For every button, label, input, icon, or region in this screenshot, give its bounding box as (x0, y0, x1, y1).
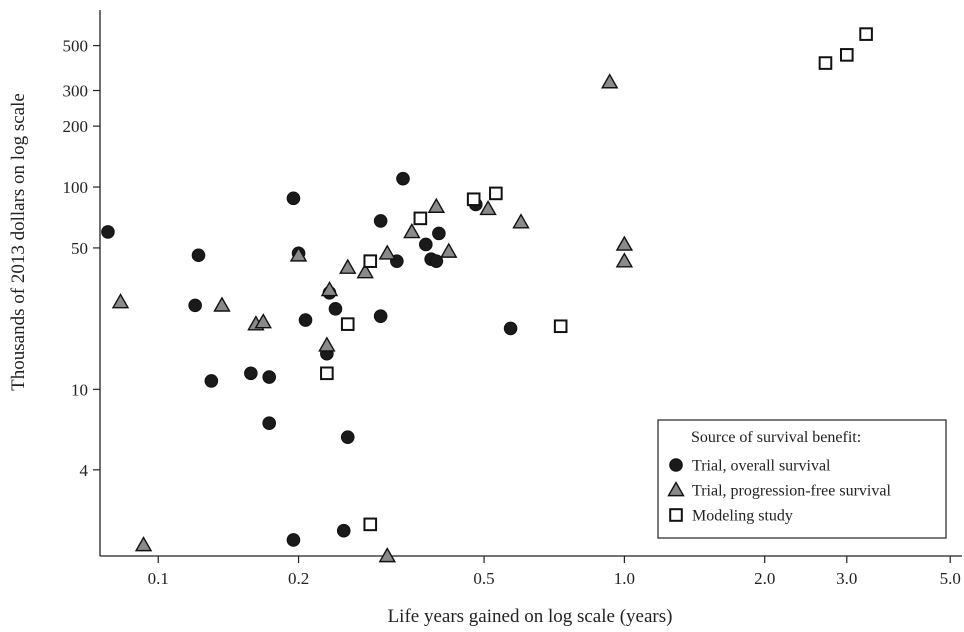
x-tick-label: 5.0 (940, 569, 961, 588)
axes (93, 10, 962, 563)
overall-survival-point (373, 214, 388, 228)
legend-label: Trial, overall survival (692, 458, 831, 475)
overall-survival-point (396, 171, 410, 186)
overall-survival-point (429, 254, 444, 268)
x-tick-label: 3.0 (836, 569, 857, 588)
modeling-study-point (839, 48, 854, 62)
overall-survival-point (336, 523, 351, 538)
data-points (101, 27, 873, 563)
modeling-study-point (553, 319, 568, 334)
modeling-study-point (320, 366, 334, 381)
pfs-point (512, 213, 530, 229)
y-tick-label: 500 (63, 37, 89, 56)
overall-survival-point (373, 309, 388, 323)
overall-survival-point (286, 533, 301, 547)
overall-survival-point (204, 374, 219, 388)
overall-survival-point (340, 430, 355, 444)
overall-survival-point (328, 302, 343, 316)
pfs-point (356, 263, 374, 279)
pfs-point (615, 252, 634, 268)
modeling-study-point (340, 317, 355, 331)
x-axis-title: Life years gained on log scale (years) (388, 606, 673, 627)
pfs-point (378, 244, 396, 260)
y-axis-title: Thousands of 2013 dollars on log scale (8, 93, 29, 391)
x-tick-label: 0.1 (148, 569, 169, 588)
overall-survival-point (419, 237, 433, 252)
legend-label: Trial, progression-free survival (692, 483, 891, 500)
x-tick-label: 0.5 (473, 569, 494, 588)
legend-items: Trial, overall survival Trial, progressio… (667, 458, 891, 525)
overall-survival-point (503, 321, 518, 336)
pfs-point (479, 199, 497, 216)
tick-labels: 0.1 0.2 0.5 1.0 2.0 3.0 5.0 4 10 50 100 200 300 500 (63, 37, 961, 588)
pfs-point (134, 536, 153, 552)
pfs-point (427, 197, 446, 213)
pfs-point (320, 281, 339, 297)
legend-circle-icon (669, 458, 683, 472)
y-tick-label: 200 (63, 117, 89, 136)
modeling-study-point (859, 27, 873, 41)
y-tick-label: 4 (80, 461, 89, 480)
x-tick-label: 2.0 (754, 569, 775, 588)
pfs-point (403, 222, 421, 239)
pfs-point (600, 73, 619, 89)
y-tick-label: 10 (71, 380, 88, 399)
x-tick-label: 1.0 (614, 569, 635, 588)
overall-survival-point (298, 313, 313, 327)
pfs-point (318, 336, 336, 352)
overall-survival-point (262, 416, 277, 431)
modeling-study-point (818, 56, 833, 70)
modeling-study-point (466, 192, 481, 207)
pfs-point (440, 242, 458, 258)
legend-box (657, 419, 947, 539)
y-tick-label: 50 (71, 239, 88, 258)
overall-survival-point (188, 298, 202, 313)
overall-survival-point (244, 366, 258, 381)
y-tick-label: 100 (63, 178, 89, 197)
pfs-point (111, 293, 130, 309)
overall-survival-point (101, 225, 115, 239)
overall-survival-point (262, 370, 277, 384)
pfs-point (289, 246, 308, 262)
legend-title: Source of survival benefit: (691, 429, 861, 446)
modeling-study-point (489, 186, 503, 201)
pfs-point (378, 547, 396, 563)
pfs-point (254, 313, 272, 329)
modeling-study-point (413, 211, 428, 226)
y-tick-label: 300 (63, 82, 89, 101)
x-tick-label: 0.2 (288, 569, 309, 588)
pfs-point (213, 296, 231, 312)
modeling-study-point (363, 254, 378, 268)
legend-triangle-icon (667, 481, 685, 497)
overall-survival-point (432, 226, 446, 241)
overall-survival-point (286, 191, 301, 206)
legend-label: Modeling study (692, 508, 793, 525)
legend-square-icon (669, 508, 683, 522)
legend: Source of survival benefit: Trial, overa… (657, 419, 947, 539)
overall-survival-point (191, 248, 206, 263)
modeling-study-point (363, 517, 378, 532)
pfs-point (339, 258, 357, 274)
pfs-point (615, 235, 634, 251)
